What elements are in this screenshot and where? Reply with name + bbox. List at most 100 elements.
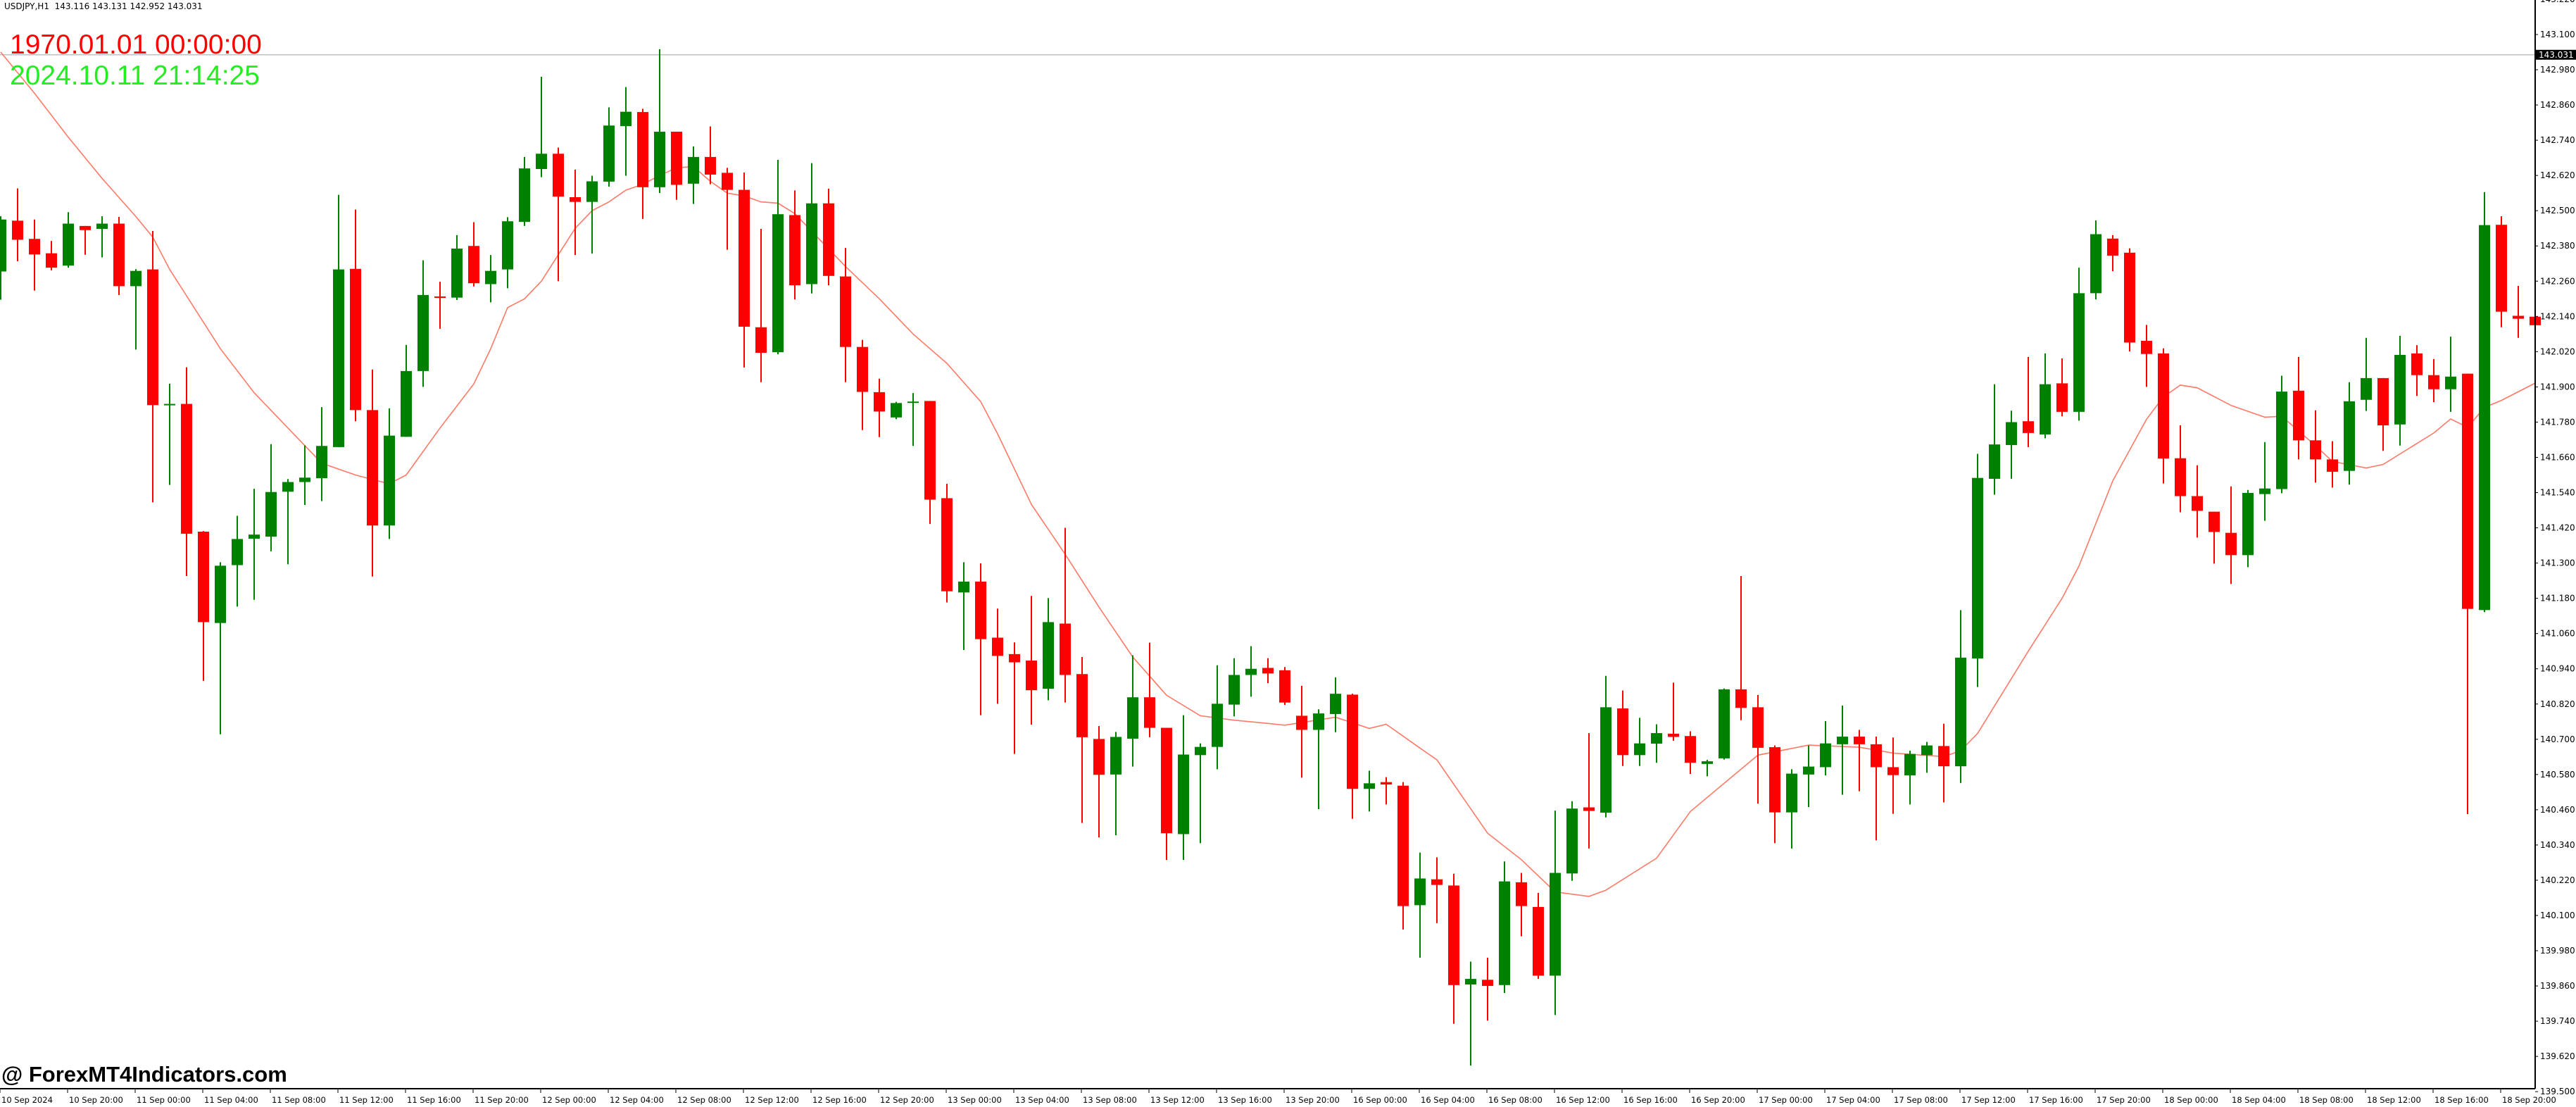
time-tick-label: 10 Sep 2024 <box>1 1095 53 1105</box>
candle-body <box>2377 377 2389 426</box>
red-time-stamp: 1970.01.01 00:00:00 <box>10 30 262 60</box>
candle-body <box>1465 979 1476 984</box>
candle-body <box>975 581 986 639</box>
candle-body <box>468 246 479 284</box>
price-tick-label: 139.500 <box>2540 1087 2575 1096</box>
candle-bullish <box>1972 454 1983 687</box>
time-tick-label: 11 Sep 20:00 <box>475 1095 529 1105</box>
price-tick-label: 139.620 <box>2540 1051 2575 1061</box>
time-tick-label: 11 Sep 16:00 <box>407 1095 461 1105</box>
candle-body <box>823 203 834 276</box>
time-axis[interactable]: 10 Sep 2024 10 Sep 20:00 11 Sep 00:00 11 Se… <box>0 1088 2556 1105</box>
candle-bullish <box>2344 382 2355 485</box>
candle-bearish <box>570 169 581 256</box>
price-tick-label: 140.220 <box>2540 875 2575 885</box>
candle-body <box>299 477 310 482</box>
candle-bullish <box>384 408 395 539</box>
candle-bearish <box>1752 694 1764 804</box>
candle-body <box>46 253 57 268</box>
candle-bearish <box>1026 596 1037 725</box>
candle-bearish <box>722 168 733 250</box>
candle-bullish <box>654 49 665 194</box>
candle-body <box>316 446 327 479</box>
candle-body <box>2276 392 2287 489</box>
candle-bearish <box>857 339 868 430</box>
candle-bearish <box>671 132 682 200</box>
price-tick-label: 142.980 <box>2540 65 2575 75</box>
candle-body <box>2209 511 2220 532</box>
candle-bullish <box>1414 852 1426 958</box>
candle-bearish <box>1448 873 1459 1024</box>
candle-body <box>181 404 192 534</box>
candle-body <box>2225 532 2237 556</box>
price-tick-label: 140.340 <box>2540 840 2575 850</box>
price-tick-label: 141.300 <box>2540 558 2575 568</box>
candle-bearish <box>941 484 953 603</box>
candle-body <box>891 403 902 418</box>
candle-body <box>2411 353 2423 375</box>
candle-body <box>924 401 936 500</box>
price-tick-label: 140.940 <box>2540 664 2575 674</box>
candle-body <box>1904 753 1916 776</box>
candle-body <box>671 132 682 185</box>
candle-body <box>401 370 412 437</box>
candle-body <box>1499 881 1510 985</box>
candle-body <box>1803 766 1814 775</box>
candle-bullish <box>1786 769 1797 849</box>
time-tick-label: 12 Sep 20:00 <box>880 1095 934 1105</box>
current-price-badge <box>2536 49 2576 60</box>
candle-bullish <box>603 107 615 187</box>
candle-body <box>1583 807 1595 811</box>
candle-body <box>2344 401 2355 471</box>
candle-bullish <box>96 216 108 258</box>
candle-bearish <box>2462 373 2473 815</box>
candle-bearish <box>2209 511 2220 564</box>
time-tick-label: 12 Sep 12:00 <box>745 1095 799 1105</box>
candle-body <box>1617 708 1628 756</box>
price-tick-label: 141.780 <box>2540 417 2575 427</box>
price-tick-label: 143.220 <box>2540 0 2575 4</box>
candle-bearish <box>2175 425 2186 513</box>
candle-body <box>1651 733 1662 744</box>
time-tick-label: 18 Sep 04:00 <box>2232 1095 2286 1105</box>
candle-body <box>2073 293 2085 412</box>
candle-body <box>2107 238 2118 256</box>
candle-body <box>502 221 513 270</box>
candle-body <box>789 215 800 286</box>
watermark: @ ForexMT4Indicators.com <box>1 1062 287 1087</box>
candle-body <box>1364 783 1375 789</box>
candle-bearish <box>113 216 125 295</box>
candle-bullish <box>1195 743 1206 844</box>
price-tick-label: 141.660 <box>2540 452 2575 462</box>
candle-body <box>519 168 530 223</box>
candle-bearish <box>350 209 361 422</box>
time-tick-label: 17 Sep 00:00 <box>1759 1095 1813 1105</box>
time-tick-label: 11 Sep 12:00 <box>339 1095 394 1105</box>
candle-bullish <box>333 194 344 447</box>
candle-body <box>2242 492 2254 556</box>
candle-bearish <box>1617 690 1628 766</box>
candle-body <box>485 270 496 284</box>
candle-bearish <box>1009 642 1020 754</box>
candle-body <box>2056 383 2068 412</box>
candle-bearish <box>1262 658 1274 684</box>
candle-bullish <box>1820 720 1831 776</box>
candle-bearish <box>1482 958 1493 1021</box>
candle-body <box>2310 440 2321 460</box>
moving-average-line <box>0 51 2536 897</box>
candle-bearish <box>553 147 564 282</box>
candle-bullish <box>401 344 412 437</box>
candle-bearish <box>2513 285 2524 338</box>
candle-body <box>1702 761 1713 764</box>
candle-body <box>2496 225 2507 312</box>
candle-body <box>2445 376 2456 389</box>
candle-body <box>1431 879 1443 885</box>
candle-bearish <box>1431 857 1443 923</box>
candle-bullish <box>1127 655 1138 767</box>
candle-bearish <box>12 188 23 261</box>
candle-bullish <box>417 260 429 387</box>
candle-body <box>2175 458 2186 496</box>
price-axis[interactable]: 143.220 143.100 142.980 142.860 142.740 142.6… <box>2534 0 2576 1096</box>
candle-bullish <box>1989 384 2000 495</box>
candle-bullish <box>63 212 74 268</box>
